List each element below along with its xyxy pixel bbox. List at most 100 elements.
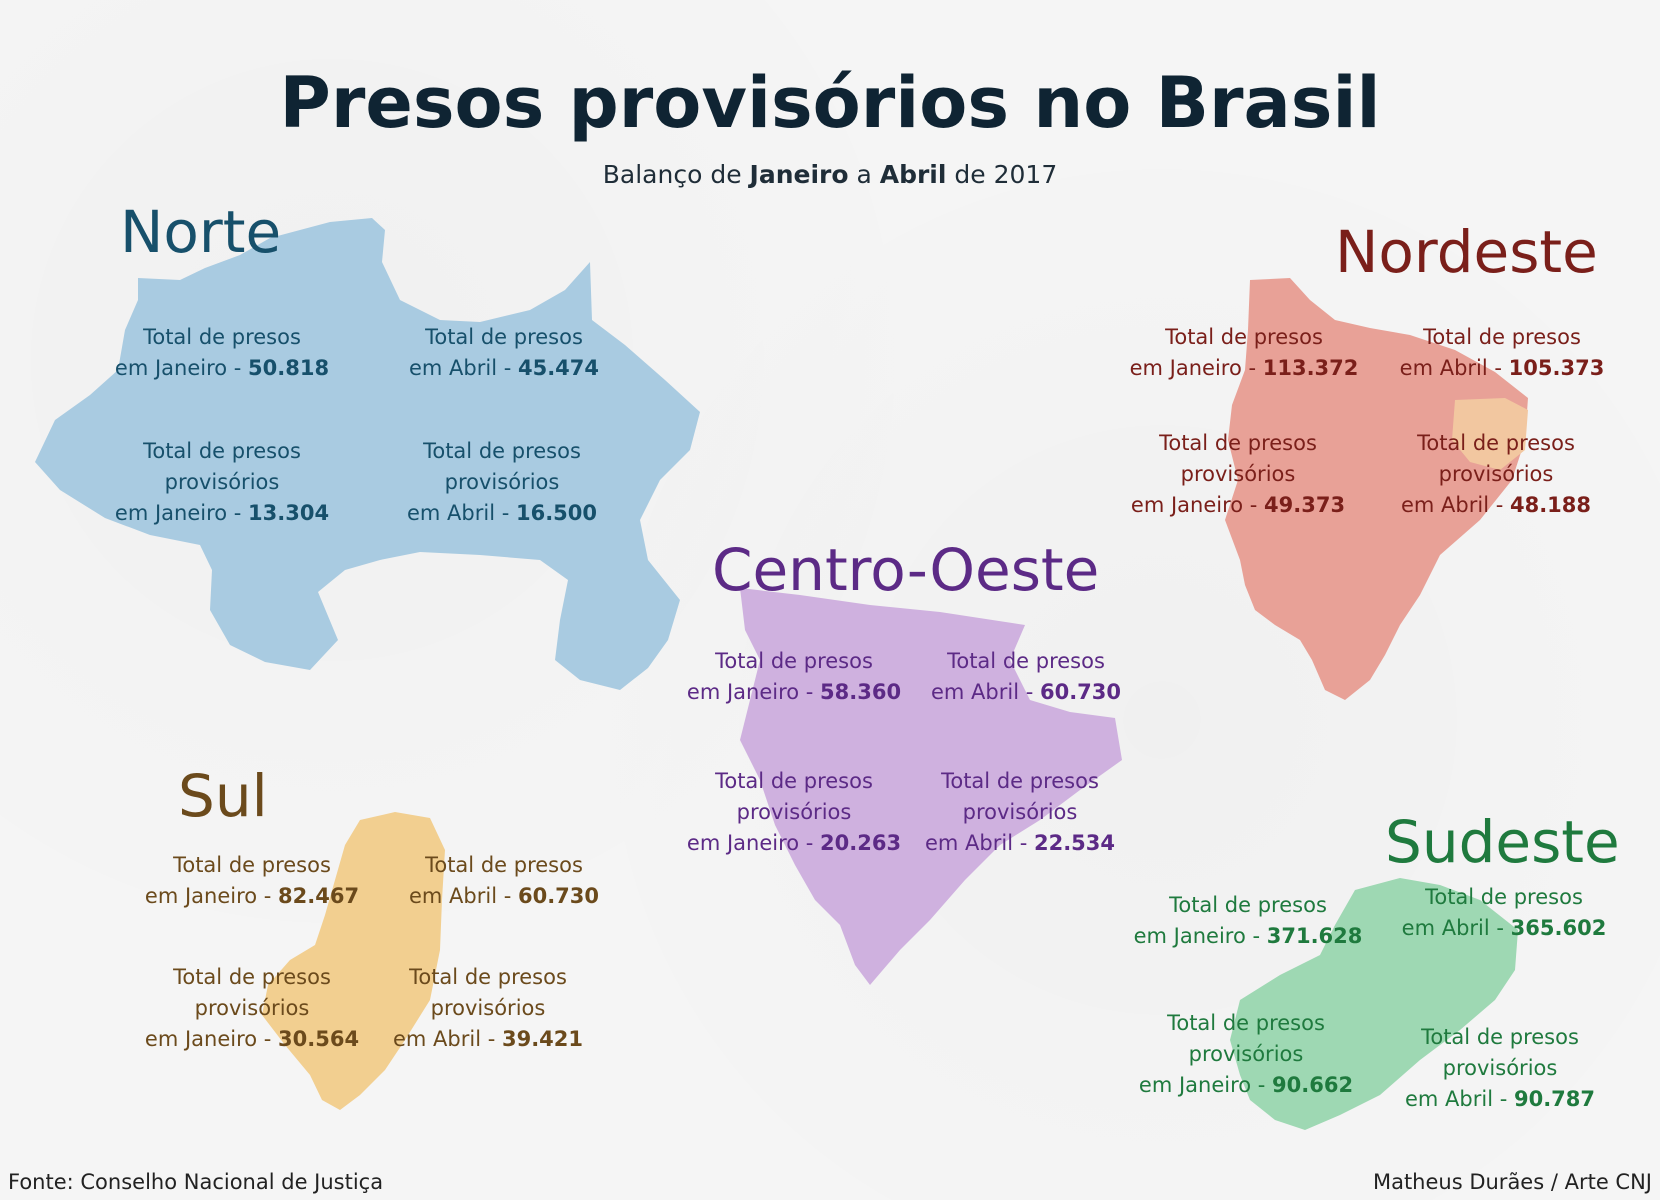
stat-label-2: provisórios (430, 996, 546, 1020)
region-name-nordeste: Nordeste (1335, 218, 1598, 286)
stat-label: Total de presos (173, 853, 331, 877)
stat-prefix: em Abril - (1400, 493, 1510, 517)
stat-label: Total de presos (143, 439, 301, 463)
stat-label-2: provisórios (1438, 462, 1554, 486)
page-title: Presos provisórios no Brasil (279, 62, 1381, 144)
subtitle-month-start: Janeiro (749, 160, 849, 189)
stat-value: 105.373 (1508, 356, 1605, 380)
nordeste-highlight-shape (1452, 398, 1528, 470)
stat-prefix: em Abril - (408, 356, 518, 380)
stat-label: Total de presos (1167, 1011, 1325, 1035)
stat-prefix: em Abril - (392, 1027, 502, 1051)
stat-label-2: provisórios (1188, 1042, 1304, 1066)
stat-label: Total de presos (1425, 885, 1583, 909)
stat-value: 113.372 (1262, 356, 1359, 380)
stat-label: Total de presos (409, 965, 567, 989)
stat-prefix: em Janeiro - (1129, 356, 1263, 380)
sudeste-stat-total-abril: Total de presos em Abril - 365.602 (1402, 882, 1607, 944)
region-name-sudeste: Sudeste (1385, 808, 1620, 876)
stat-label: Total de presos (143, 325, 301, 349)
stat-prefix: em Janeiro - (1138, 1073, 1273, 1097)
stat-value: 30.564 (278, 1027, 360, 1051)
nordeste-stat-provisorios-janeiro: Total de presos provisórios em Janeiro -… (1131, 428, 1345, 521)
centro-oeste-map-shape (740, 588, 1122, 985)
sudeste-stat-total-janeiro: Total de presos em Janeiro - 371.628 (1134, 890, 1363, 952)
stat-label: Total de presos (715, 649, 873, 673)
stat-value: 16.500 (515, 501, 598, 525)
stat-value: 60.730 (517, 884, 600, 908)
footer-credit: Matheus Durães / Arte CNJ (1372, 1170, 1652, 1194)
sudeste-map-shape (1230, 878, 1518, 1130)
stat-prefix: em Abril - (406, 501, 516, 525)
stat-value: 371.628 (1266, 924, 1363, 948)
stat-label: Total de presos (1417, 431, 1575, 455)
region-name-centro-oeste: Centro-Oeste (712, 536, 1100, 604)
stat-value: 20.263 (820, 831, 902, 855)
stat-label: Total de presos (425, 325, 583, 349)
stat-label: Total de presos (715, 769, 873, 793)
stat-value: 50.818 (248, 356, 330, 380)
nordeste-stat-total-abril: Total de presos em Abril - 105.373 (1400, 322, 1605, 384)
sul-stat-provisorios-janeiro: Total de presos provisórios em Janeiro -… (145, 962, 359, 1055)
page-subtitle: Balanço de Janeiro a Abril de 2017 (0, 160, 1660, 189)
centro-oeste-stat-provisorios-janeiro: Total de presos provisórios em Janeiro -… (687, 766, 901, 859)
stat-label: Total de presos (1159, 431, 1317, 455)
centro-oeste-stat-total-abril: Total de presos em Abril - 60.730 (931, 646, 1121, 708)
stat-label-2: provisórios (444, 470, 560, 494)
stat-label-2: provisórios (1442, 1056, 1558, 1080)
stat-label: Total de presos (1169, 893, 1327, 917)
stat-value: 39.421 (501, 1027, 584, 1051)
norte-stat-total-janeiro: Total de presos em Janeiro - 50.818 (115, 322, 329, 384)
stat-prefix: em Janeiro - (686, 680, 821, 704)
stat-value: 90.787 (1513, 1087, 1596, 1111)
stat-label: Total de presos (1423, 325, 1581, 349)
stat-label: Total de presos (425, 853, 583, 877)
stat-label-2: provisórios (194, 996, 310, 1020)
stat-label-2: provisórios (736, 800, 852, 824)
stat-prefix: em Abril - (930, 680, 1040, 704)
stat-prefix: em Abril - (1399, 356, 1509, 380)
region-name-norte: Norte (120, 198, 282, 266)
sul-stat-total-janeiro: Total de presos em Janeiro - 82.467 (145, 850, 359, 912)
stat-label: Total de presos (423, 439, 581, 463)
stat-label: Total de presos (947, 649, 1105, 673)
stat-prefix: em Janeiro - (1130, 493, 1265, 517)
stat-prefix: em Abril - (924, 831, 1034, 855)
norte-stat-provisorios-abril: Total de presos provisórios em Abril - 1… (407, 436, 597, 529)
stat-label: Total de presos (173, 965, 331, 989)
subtitle-text-1: Balanço de (602, 160, 750, 189)
centro-oeste-stat-provisorios-abril: Total de presos provisórios em Abril - 2… (925, 766, 1115, 859)
norte-map-shape (35, 218, 700, 690)
stat-prefix: em Janeiro - (1133, 924, 1267, 948)
centro-oeste-stat-total-janeiro: Total de presos em Janeiro - 58.360 (687, 646, 901, 708)
stat-value: 365.602 (1510, 916, 1607, 940)
sudeste-stat-provisorios-janeiro: Total de presos provisórios em Janeiro -… (1139, 1008, 1353, 1101)
stat-prefix: em Abril - (1401, 916, 1511, 940)
stat-prefix: em Janeiro - (686, 831, 821, 855)
stat-value: 22.534 (1033, 831, 1116, 855)
sudeste-stat-provisorios-abril: Total de presos provisórios em Abril - 9… (1405, 1022, 1595, 1115)
stat-prefix: em Janeiro - (114, 356, 249, 380)
stat-label-2: provisórios (1180, 462, 1296, 486)
nordeste-stat-provisorios-abril: Total de presos provisórios em Abril - 4… (1401, 428, 1591, 521)
sul-stat-provisorios-abril: Total de presos provisórios em Abril - 3… (393, 962, 583, 1055)
sul-map-shape (262, 812, 445, 1110)
stat-label: Total de presos (1421, 1025, 1579, 1049)
stat-label: Total de presos (1165, 325, 1323, 349)
stat-label-2: provisórios (164, 470, 280, 494)
stat-value: 60.730 (1039, 680, 1122, 704)
stat-prefix: em Janeiro - (114, 501, 249, 525)
norte-stat-provisorios-janeiro: Total de presos provisórios em Janeiro -… (115, 436, 329, 529)
region-name-sul: Sul (178, 762, 268, 830)
stat-prefix: em Janeiro - (144, 884, 279, 908)
nordeste-map-shape (1225, 278, 1528, 700)
stat-prefix: em Abril - (1404, 1087, 1514, 1111)
stat-value: 82.467 (278, 884, 360, 908)
stat-value: 58.360 (820, 680, 902, 704)
stat-label: Total de presos (941, 769, 1099, 793)
stat-label-2: provisórios (962, 800, 1078, 824)
nordeste-stat-total-janeiro: Total de presos em Janeiro - 113.372 (1130, 322, 1359, 384)
stat-value: 48.188 (1509, 493, 1592, 517)
subtitle-text-3: de 2017 (946, 160, 1058, 189)
